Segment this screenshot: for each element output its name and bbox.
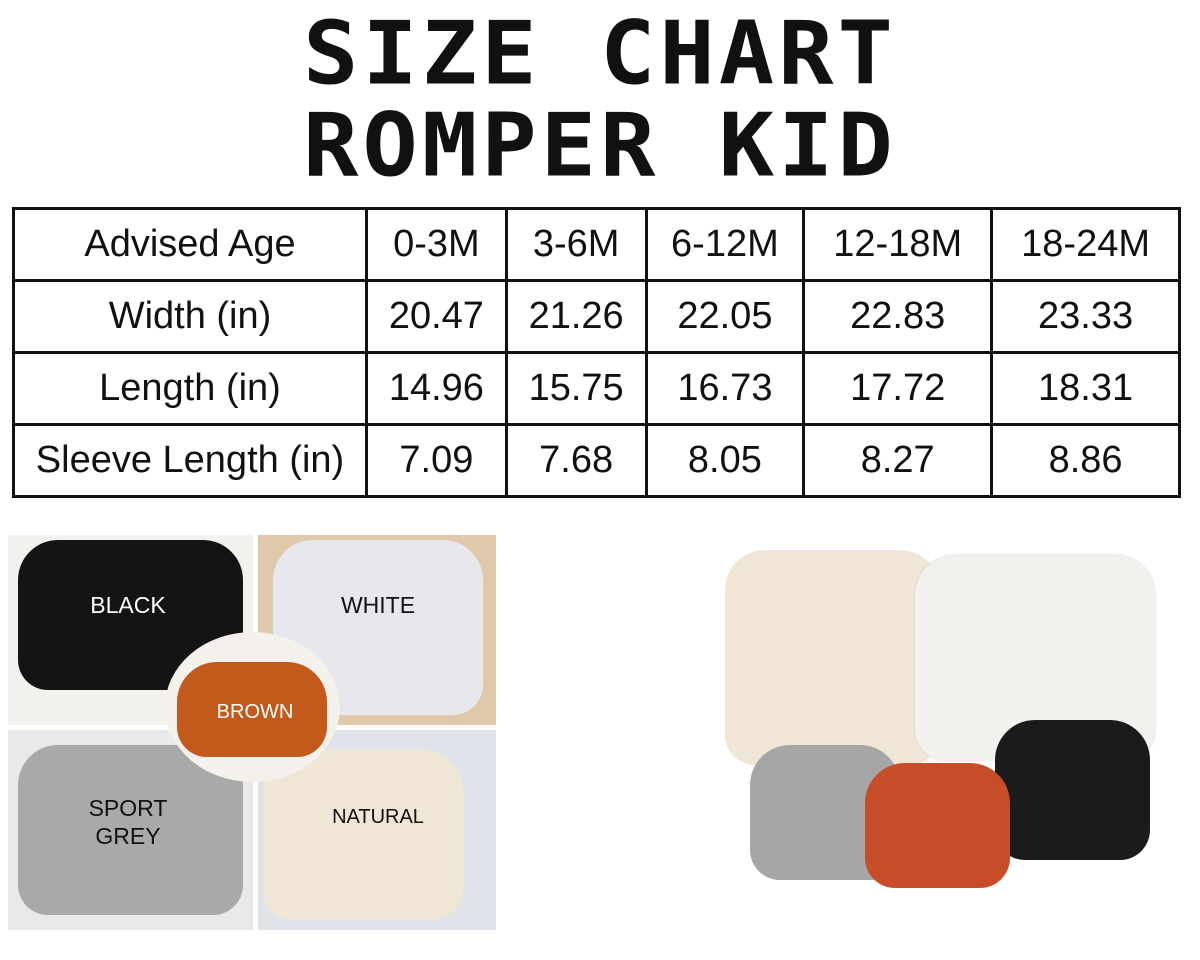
sport-grey-label-line-2: GREY — [95, 822, 161, 849]
table-cell: 16.73 — [644, 351, 806, 426]
brown-label: BROWN — [216, 701, 294, 723]
table-cell: Sleeve Length (in) — [12, 423, 368, 498]
black-romper-photo: BLACK — [8, 535, 253, 725]
table-cell: 12-18M — [802, 207, 994, 282]
table-cell: 3-6M — [504, 207, 648, 282]
grey-romper — [18, 745, 243, 915]
table-cell: Width (in) — [12, 279, 368, 354]
table-row: Length (in) 14.96 15.75 16.73 17.72 18.3… — [12, 351, 1181, 426]
table-cell: Advised Age — [12, 207, 368, 282]
table-cell: 8.27 — [802, 423, 994, 498]
table-cell: 15.75 — [504, 351, 648, 426]
sport-grey-label-line-1: SPORT — [88, 795, 168, 821]
table-cell: 7.68 — [504, 423, 648, 498]
sweatshirt-group-photo — [720, 545, 1165, 895]
table-cell: 8.86 — [990, 423, 1181, 498]
title-line-1: SIZE CHART — [303, 2, 897, 105]
natural-label: NATURAL — [332, 806, 424, 828]
black-sweatshirt — [995, 720, 1150, 860]
size-table: Advised Age 0-3M 3-6M 6-12M 12-18M 18-24… — [12, 207, 1181, 498]
table-cell: 20.47 — [365, 279, 508, 354]
table-cell: 22.05 — [644, 279, 806, 354]
table-header-row: Advised Age 0-3M 3-6M 6-12M 12-18M 18-24… — [12, 207, 1181, 282]
table-cell: 0-3M — [365, 207, 508, 282]
brown-romper-photo: BROWN — [165, 632, 340, 782]
table-cell: 6-12M — [644, 207, 806, 282]
table-cell: 22.83 — [802, 279, 994, 354]
natural-sweatshirt — [725, 550, 940, 765]
table-cell: 8.05 — [644, 423, 806, 498]
table-row: Width (in) 20.47 21.26 22.05 22.83 23.33 — [12, 279, 1181, 354]
brown-romper — [177, 662, 327, 757]
table-cell: 23.33 — [990, 279, 1181, 354]
sport-grey-label: SPORT GREY — [68, 795, 188, 850]
table-cell: 14.96 — [365, 351, 508, 426]
brown-sweatshirt — [865, 763, 1010, 888]
table-cell: 18.31 — [990, 351, 1181, 426]
white-label: WHITE — [340, 592, 416, 618]
table-row: Sleeve Length (in) 7.09 7.68 8.05 8.27 8… — [12, 423, 1181, 498]
natural-romper — [263, 750, 463, 920]
title-line-2: ROMPER KID — [303, 94, 897, 197]
table-cell: 21.26 — [504, 279, 648, 354]
table-cell: Length (in) — [12, 351, 368, 426]
table-cell: 18-24M — [990, 207, 1181, 282]
table-cell: 17.72 — [802, 351, 994, 426]
table-cell: 7.09 — [365, 423, 508, 498]
black-label: BLACK — [90, 592, 166, 618]
